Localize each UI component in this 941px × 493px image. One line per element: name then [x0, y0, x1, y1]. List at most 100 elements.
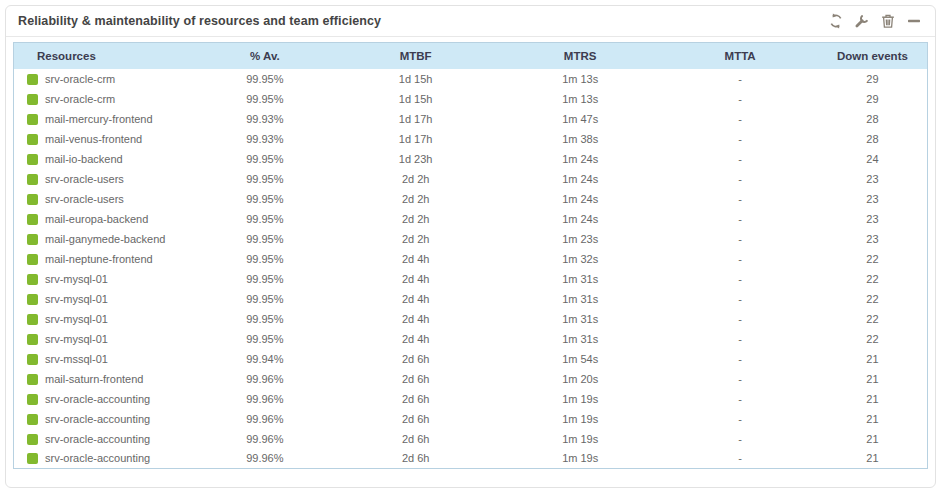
- resource-name: mail-ganymede-backend: [45, 233, 165, 245]
- mtrs-value: 1m 31s: [498, 289, 663, 309]
- delete-button[interactable]: [878, 12, 897, 31]
- mtrs-value: 1m 24s: [498, 149, 663, 169]
- resource-cell: mail-io-backend: [14, 149, 197, 169]
- mtbf-value: 2d 4h: [333, 329, 498, 349]
- table-row: srv-oracle-accounting 99.96% 2d 6h 1m 19…: [14, 429, 928, 449]
- mtbf-value: 1d 17h: [333, 129, 498, 149]
- resource-name: srv-oracle-accounting: [45, 433, 150, 445]
- availability-value: 99.96%: [196, 389, 333, 409]
- resource-cell: srv-oracle-accounting: [14, 429, 197, 449]
- availability-value: 99.93%: [196, 129, 333, 149]
- down-events-value: 28: [818, 109, 928, 129]
- resource-cell: srv-mssql-01: [14, 349, 197, 369]
- availability-value: 99.93%: [196, 109, 333, 129]
- status-ok-icon: [27, 334, 38, 345]
- resource-cell: srv-oracle-users: [14, 189, 197, 209]
- mtta-value: -: [662, 129, 817, 149]
- status-ok-icon: [27, 434, 38, 445]
- table-row: srv-oracle-crm 99.95% 1d 15h 1m 13s - 29: [14, 89, 928, 109]
- mtbf-value: 2d 6h: [333, 389, 498, 409]
- resource-cell: mail-europa-backend: [14, 209, 197, 229]
- mtta-value: -: [662, 449, 817, 469]
- settings-button[interactable]: [852, 12, 871, 31]
- mtbf-value: 2d 6h: [333, 369, 498, 389]
- resource-cell: srv-mysql-01: [14, 289, 197, 309]
- resource-name: mail-saturn-frontend: [45, 373, 143, 385]
- mtbf-value: 2d 4h: [333, 269, 498, 289]
- status-ok-icon: [27, 134, 38, 145]
- resource-cell: srv-oracle-crm: [14, 89, 197, 109]
- resource-cell: mail-saturn-frontend: [14, 369, 197, 389]
- mtta-value: -: [662, 329, 817, 349]
- refresh-button[interactable]: [826, 12, 845, 31]
- mtrs-value: 1m 13s: [498, 69, 663, 89]
- table-row: mail-venus-frontend 99.93% 1d 17h 1m 38s…: [14, 129, 928, 149]
- mtbf-value: 1d 23h: [333, 149, 498, 169]
- down-events-value: 28: [818, 129, 928, 149]
- resource-name: srv-mysql-01: [45, 313, 108, 325]
- table-row: srv-oracle-accounting 99.96% 2d 6h 1m 19…: [14, 449, 928, 469]
- mtrs-value: 1m 31s: [498, 269, 663, 289]
- mtta-value: -: [662, 429, 817, 449]
- mtbf-value: 2d 6h: [333, 349, 498, 369]
- table-row: mail-io-backend 99.95% 1d 23h 1m 24s - 2…: [14, 149, 928, 169]
- mtta-value: -: [662, 209, 817, 229]
- status-ok-icon: [27, 274, 38, 285]
- availability-value: 99.95%: [196, 209, 333, 229]
- mtta-value: -: [662, 169, 817, 189]
- mtbf-value: 2d 6h: [333, 429, 498, 449]
- status-ok-icon: [27, 174, 38, 185]
- column-header-mtta: MTTA: [662, 43, 817, 69]
- down-events-value: 23: [818, 189, 928, 209]
- availability-value: 99.95%: [196, 249, 333, 269]
- resource-name: srv-mysql-01: [45, 273, 108, 285]
- down-events-value: 23: [818, 169, 928, 189]
- mtbf-value: 2d 6h: [333, 449, 498, 469]
- mtta-value: -: [662, 69, 817, 89]
- mtrs-value: 1m 24s: [498, 169, 663, 189]
- resource-cell: mail-ganymede-backend: [14, 229, 197, 249]
- status-ok-icon: [27, 74, 38, 85]
- widget-title: Reliability & maintenability of resource…: [18, 14, 381, 28]
- table-row: srv-oracle-accounting 99.96% 2d 6h 1m 19…: [14, 409, 928, 429]
- mtrs-value: 1m 31s: [498, 309, 663, 329]
- down-events-value: 21: [818, 369, 928, 389]
- column-header-mtrs: MTRS: [498, 43, 663, 69]
- mtta-value: -: [662, 369, 817, 389]
- availability-value: 99.96%: [196, 369, 333, 389]
- resource-name: mail-io-backend: [45, 153, 123, 165]
- refresh-icon: [828, 13, 844, 29]
- status-ok-icon: [27, 314, 38, 325]
- resource-name: srv-mysql-01: [45, 333, 108, 345]
- mtta-value: -: [662, 269, 817, 289]
- down-events-value: 22: [818, 249, 928, 269]
- availability-value: 99.95%: [196, 289, 333, 309]
- status-ok-icon: [27, 354, 38, 365]
- resource-cell: srv-mysql-01: [14, 329, 197, 349]
- mtbf-value: 1d 17h: [333, 109, 498, 129]
- availability-value: 99.94%: [196, 349, 333, 369]
- availability-value: 99.96%: [196, 449, 333, 469]
- widget-content: Resources % Av. MTBF MTRS MTTA Down even…: [6, 37, 935, 469]
- dashboard-widget: Reliability & maintenability of resource…: [5, 5, 936, 488]
- down-events-value: 22: [818, 309, 928, 329]
- resource-cell: srv-mysql-01: [14, 309, 197, 329]
- resource-name: srv-oracle-accounting: [45, 452, 150, 464]
- availability-value: 99.96%: [196, 429, 333, 449]
- mtrs-value: 1m 47s: [498, 109, 663, 129]
- resource-name: srv-oracle-accounting: [45, 393, 150, 405]
- resource-name: mail-neptune-frontend: [45, 253, 153, 265]
- mtrs-value: 1m 54s: [498, 349, 663, 369]
- column-header-down-events: Down events: [818, 43, 928, 69]
- resource-cell: srv-mysql-01: [14, 269, 197, 289]
- minimize-button[interactable]: [904, 12, 923, 31]
- down-events-value: 22: [818, 329, 928, 349]
- status-ok-icon: [27, 114, 38, 125]
- table-row: mail-europa-backend 99.95% 2d 2h 1m 24s …: [14, 209, 928, 229]
- status-ok-icon: [27, 234, 38, 245]
- down-events-value: 24: [818, 149, 928, 169]
- status-ok-icon: [27, 254, 38, 265]
- table-row: mail-saturn-frontend 99.96% 2d 6h 1m 20s…: [14, 369, 928, 389]
- down-events-value: 29: [818, 69, 928, 89]
- mtrs-value: 1m 23s: [498, 229, 663, 249]
